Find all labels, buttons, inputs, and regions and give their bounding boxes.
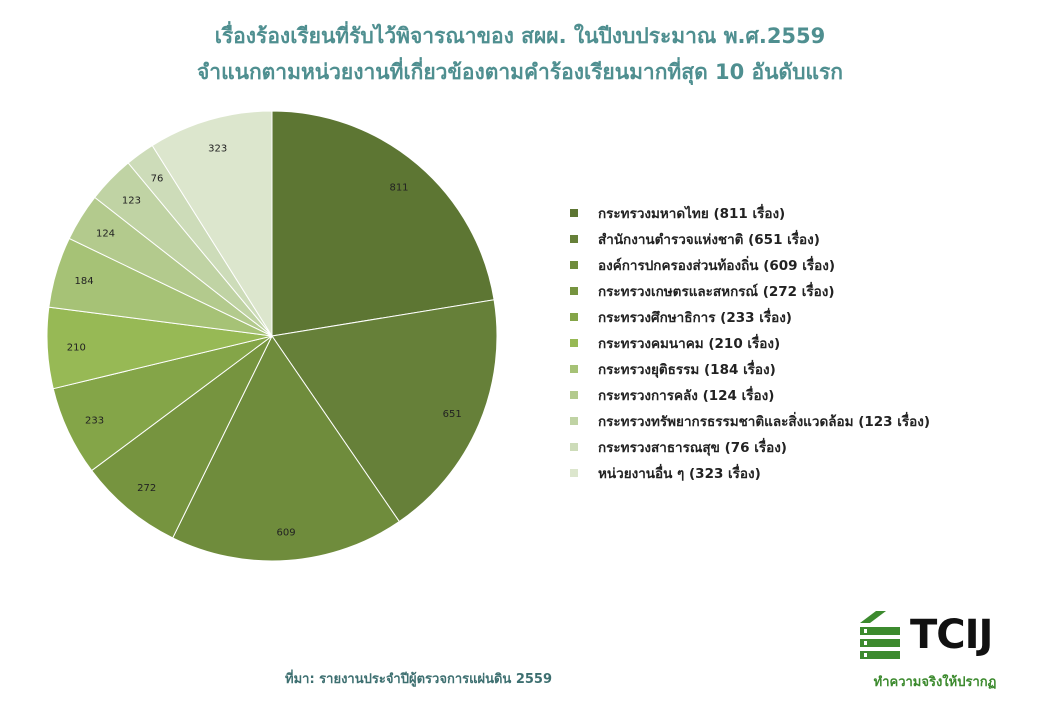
chart-title: เรื่องร้องเรียนที่รับไว้พิจารณาของ สผผ. … [0,18,1040,90]
tcij-logo-text: TCIJ [910,612,993,658]
legend-item-3: องค์การปกครองส่วนท้องถิ่น (609 เรื่อง) [570,252,930,278]
legend-label-10: กระทรวงสาธารณสุข (76 เรื่อง) [598,440,787,456]
pie-data-label-2: 651 [443,409,462,420]
chart-legend: กระทรวงมหาดไทย (811 เรื่อง) สำนักงานตำรวจ… [570,200,930,486]
legend-label-6: กระทรวงคมนาคม (210 เรื่อง) [598,336,781,352]
legend-item-2: สำนักงานตำรวจแห่งชาติ (651 เรื่อง) [570,226,930,252]
legend-label-1: กระทรวงมหาดไทย (811 เรื่อง) [598,206,786,222]
pie-slice-11 [151,110,273,338]
pie-data-label-7: 184 [75,276,94,287]
source-note: ที่มา: รายงานประจำปีผู้ตรวจการแผ่นดิน 25… [285,672,553,687]
tcij-tagline: ทำความจริงให้ปรากฏ [873,675,997,690]
legend-label-7: กระทรวงยุติธรรม (184 เรื่อง) [598,362,776,378]
pie-slice-1 [271,110,495,337]
tcij-logo: TCIJ ทำความจริงให้ปรากฏ [850,605,1020,705]
legend-label-11: หน่วยงานอื่น ๆ (323 เรื่อง) [598,466,761,482]
legend-item-4: กระทรวงเกษตรและสหกรณ์ (272 เรื่อง) [570,278,930,304]
legend-swatch-7 [570,365,578,373]
legend-item-10: กระทรวงสาธารณสุข (76 เรื่อง) [570,434,930,460]
pie-data-label-3: 609 [277,528,296,539]
pie-data-label-6: 210 [67,343,86,354]
legend-swatch-10 [570,443,578,451]
legend-label-3: องค์การปกครองส่วนท้องถิ่น (609 เรื่อง) [598,258,835,274]
pie-data-label-4: 272 [137,483,156,494]
legend-item-11: หน่วยงานอื่น ๆ (323 เรื่อง) [570,460,930,486]
legend-item-8: กระทรวงการคลัง (124 เรื่อง) [570,382,930,408]
legend-label-9: กระทรวงทรัพยากรธรรมชาติและสิ่งแวดล้อม (1… [598,414,930,430]
pie-data-label-9: 123 [122,196,141,207]
pie-slice-4 [90,335,273,539]
pie-slice-3 [172,335,400,562]
legend-item-5: กระทรวงศึกษาธิการ (233 เรื่อง) [570,304,930,330]
chart-title-line-1: เรื่องร้องเรียนที่รับไว้พิจารณาของ สผผ. … [214,24,826,48]
legend-item-6: กระทรวงคมนาคม (210 เรื่อง) [570,330,930,356]
pie-data-label-10: 76 [151,173,164,184]
chart-title-line-2: จำแนกตามหน่วยงานที่เกี่ยวข้องตามคำร้องเร… [196,60,844,84]
legend-swatch-3 [570,261,578,269]
legend-swatch-5 [570,313,578,321]
legend-label-4: กระทรวงเกษตรและสหกรณ์ (272 เรื่อง) [598,284,835,300]
legend-item-7: กระทรวงยุติธรรม (184 เรื่อง) [570,356,930,382]
legend-swatch-4 [570,287,578,295]
legend-swatch-6 [570,339,578,347]
legend-swatch-8 [570,391,578,399]
pie-data-label-5: 233 [85,415,104,426]
legend-item-1: กระทรวงมหาดไทย (811 เรื่อง) [570,200,930,226]
pie-slice-2 [271,299,498,523]
legend-label-8: กระทรวงการคลัง (124 เรื่อง) [598,388,775,404]
legend-swatch-11 [570,469,578,477]
legend-label-2: สำนักงานตำรวจแห่งชาติ (651 เรื่อง) [598,232,820,248]
pie-data-label-11: 323 [208,144,227,155]
pie-data-label-1: 811 [389,183,408,194]
pie-data-label-8: 124 [96,229,115,240]
legend-label-5: กระทรวงศึกษาธิการ (233 เรื่อง) [598,310,792,326]
legend-item-9: กระทรวงทรัพยากรธรรมชาติและสิ่งแวดล้อม (1… [570,408,930,434]
legend-swatch-9 [570,417,578,425]
legend-swatch-1 [570,209,578,217]
legend-swatch-2 [570,235,578,243]
tcij-logo-mark-icon [860,611,900,659]
